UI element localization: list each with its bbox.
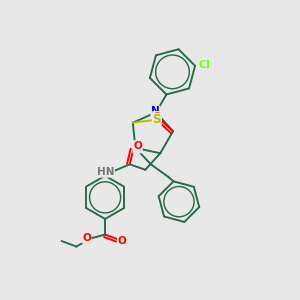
Text: O: O bbox=[82, 233, 91, 243]
Text: O: O bbox=[134, 141, 142, 151]
Text: N: N bbox=[133, 143, 142, 153]
Text: S: S bbox=[152, 113, 161, 126]
Text: HN: HN bbox=[97, 167, 114, 177]
Text: O: O bbox=[118, 236, 126, 246]
Text: Cl: Cl bbox=[199, 60, 211, 70]
Text: N: N bbox=[151, 106, 160, 116]
Text: O: O bbox=[153, 112, 161, 122]
